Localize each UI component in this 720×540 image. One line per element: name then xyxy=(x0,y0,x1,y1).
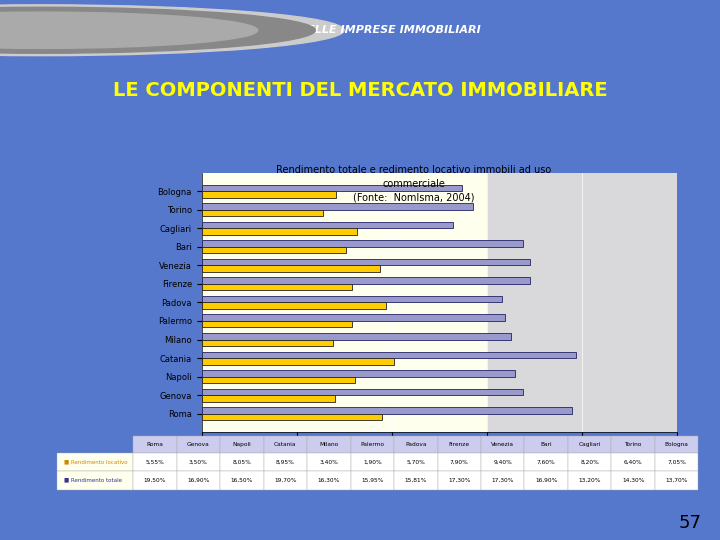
Bar xyxy=(202,265,380,272)
Bar xyxy=(202,302,386,309)
Bar xyxy=(202,352,576,358)
Bar xyxy=(202,191,336,198)
Bar xyxy=(202,370,516,376)
Bar xyxy=(202,222,452,228)
Bar xyxy=(202,185,462,191)
Text: LE COMPONENTI DEL MERCATO IMMOBILIARE: LE COMPONENTI DEL MERCATO IMMOBILIARE xyxy=(113,81,607,100)
Bar xyxy=(202,321,352,327)
Bar xyxy=(202,314,505,321)
Bar xyxy=(202,389,523,395)
Text: CORSO DI ECONOMIA E GESTIONE DELLE IMPRESE IMMOBILIARI: CORSO DI ECONOMIA E GESTIONE DELLE IMPRE… xyxy=(83,25,480,35)
Text: 57: 57 xyxy=(679,514,702,532)
Bar xyxy=(202,278,531,284)
Bar xyxy=(202,395,335,402)
Bar xyxy=(202,228,357,235)
Bar xyxy=(487,173,677,432)
Bar xyxy=(202,340,333,346)
Bar xyxy=(202,414,382,420)
Bar xyxy=(202,376,355,383)
Bar xyxy=(202,259,531,265)
Bar xyxy=(202,240,523,247)
Circle shape xyxy=(0,12,258,49)
Bar xyxy=(202,210,323,216)
Bar xyxy=(202,247,346,253)
Bar xyxy=(202,333,511,340)
Bar xyxy=(202,296,502,302)
Circle shape xyxy=(0,5,344,56)
Bar xyxy=(202,284,352,291)
Circle shape xyxy=(0,7,315,53)
Text: Rendimento totale e redimento locativo immobili ad uso
commerciale
(Fonte:  NomI: Rendimento totale e redimento locativo i… xyxy=(276,165,552,202)
Bar xyxy=(202,358,394,365)
Bar xyxy=(202,203,474,210)
Bar xyxy=(202,407,572,414)
